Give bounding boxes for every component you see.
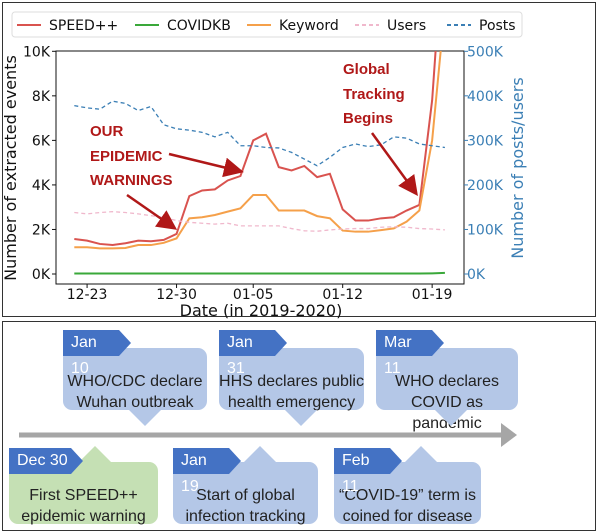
series-line-speed: [74, 51, 437, 247]
x-tick: 12-30: [156, 287, 197, 303]
event-description: WHO declares: [394, 373, 500, 390]
svg-text:EPIDEMIC: EPIDEMIC: [90, 148, 163, 165]
legend-item-speed: SPEED++: [17, 18, 118, 34]
event-callout: WHO declares COVID as pandemic: [376, 348, 518, 432]
line-chart: SPEED++ COVIDKB Keyword Users Posts 0K 2K 4K 6K…: [1, 11, 527, 320]
legend-item-users: Users: [355, 18, 426, 34]
event-date-tag: Dec 30: [9, 448, 83, 474]
event-description: First SPEED++: [29, 487, 138, 504]
x-tick: 01-12: [322, 287, 363, 303]
callout-pointer: [405, 446, 437, 462]
svg-text:SPEED++: SPEED++: [49, 18, 118, 34]
callout-pointer: [129, 410, 161, 426]
series-line-covidkb: [74, 271, 445, 275]
series-line-users: [74, 210, 445, 232]
event-description: Start of global: [196, 487, 295, 504]
y-tick-left: 8K: [32, 89, 51, 105]
y-tick-right: 300K: [467, 133, 504, 149]
y-tick-right: 0K: [467, 267, 486, 283]
series-line-keyword: [74, 51, 442, 250]
svg-text:Begins: Begins: [343, 110, 393, 127]
svg-text:Posts: Posts: [479, 18, 516, 34]
plot-frame: [55, 50, 465, 285]
svg-text:WARNINGS: WARNINGS: [90, 172, 173, 189]
event-description: infection tracking: [185, 508, 306, 525]
x-tick: 01-05: [233, 287, 274, 303]
callout-pointer: [79, 446, 111, 462]
y-tick-right: 400K: [467, 89, 504, 105]
legend-item-keyword: Keyword: [247, 18, 339, 34]
legend-item-covidkb: COVIDKB: [135, 18, 231, 34]
y-tick-left: 2K: [32, 222, 51, 238]
svg-text:Tracking: Tracking: [343, 86, 405, 103]
y-tick-left: 4K: [32, 178, 51, 194]
chart-panel: SPEED++ COVIDKB Keyword Users Posts 0K 2K 4K 6K…: [1, 2, 596, 320]
event-callout: WHO/CDC declare Wuhan outbreak: [63, 348, 207, 411]
y-tick-right: 200K: [467, 178, 504, 194]
event-date-tag: Jan 10: [63, 330, 131, 377]
event-date-tag: Mar 11: [376, 330, 444, 377]
event-description: coined for disease: [342, 508, 473, 525]
arrow-3: [370, 132, 418, 197]
event-description: HHS declares public: [219, 373, 364, 390]
callout-pointer: [244, 446, 276, 462]
y-tick-left: 10K: [23, 44, 51, 60]
x-tick: 01-19: [412, 287, 453, 303]
x-axis-label: Date (in 2019-2020): [180, 301, 343, 320]
timeline-axis: [19, 423, 517, 447]
svg-text:OUR: OUR: [90, 123, 124, 140]
y-axis-label-left: Number of extracted events: [1, 55, 20, 281]
y-tick-left: 0K: [32, 267, 51, 283]
series-line-posts: [74, 100, 446, 167]
event-description: epidemic warning: [21, 508, 146, 525]
y-tick-left: 6K: [32, 133, 51, 149]
event-callout: HHS declares public health emergency: [219, 348, 364, 411]
event-description: “COVID-19” term is: [339, 487, 476, 504]
event-callout: “COVID-19” term is coined for disease: [334, 462, 481, 525]
event-date-tag: Feb 11: [334, 448, 402, 495]
event-description: WHO/CDC declare: [67, 373, 203, 390]
event-date-tag: Jan 31: [219, 330, 287, 377]
x-tick: 12-23: [67, 287, 108, 303]
svg-text:Global: Global: [343, 61, 390, 78]
callout-pointer: [285, 410, 317, 426]
event-description: Wuhan outbreak: [76, 394, 194, 411]
arrow-1: [168, 152, 244, 178]
event-date-tag: Jan 19: [173, 448, 241, 495]
arrow-head-icon: [501, 423, 517, 447]
svg-text:Keyword: Keyword: [279, 18, 339, 34]
svg-text:Users: Users: [387, 18, 426, 34]
arrow-2: [126, 193, 178, 230]
timeline-panel: WHO/CDC declare Wuhan outbreak Jan 10 HHS d…: [2, 321, 596, 531]
annotation-epidemic-warnings: OUR EPIDEMIC WARNINGS: [90, 123, 173, 189]
legend: SPEED++ COVIDKB Keyword Users Posts: [11, 11, 523, 38]
svg-text:COVIDKB: COVIDKB: [167, 18, 231, 34]
legend-item-posts: Posts: [447, 18, 516, 34]
annotation-global-tracking: Global Tracking Begins: [343, 61, 405, 127]
event-description: health emergency: [227, 394, 356, 411]
y-axis-label-right: Number of posts/users: [508, 77, 527, 258]
callout-pointer: [435, 410, 467, 426]
y-tick-right: 100K: [467, 222, 504, 238]
y-tick-right: 500K: [467, 44, 504, 60]
